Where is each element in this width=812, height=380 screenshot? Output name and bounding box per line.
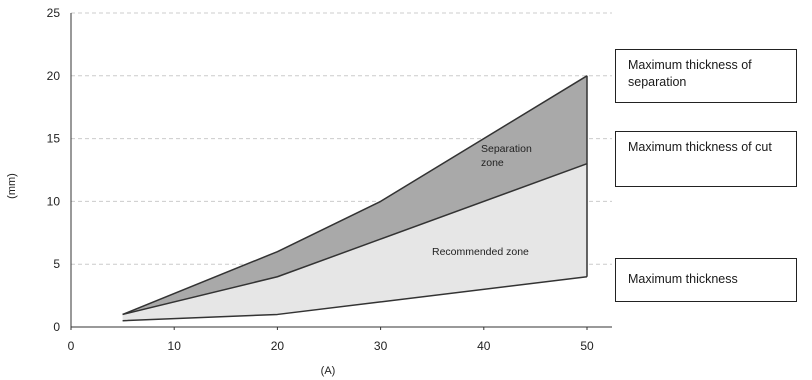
annotation-recommended-zone: Recommended zone <box>432 246 529 258</box>
axes <box>70 13 612 330</box>
x-tick-label-1: 10 <box>168 339 182 353</box>
y-tick-label-3: 15 <box>47 132 61 146</box>
y-tick-label-4: 20 <box>47 69 61 83</box>
y-tick-label-2: 10 <box>47 194 61 208</box>
areas <box>122 75 587 321</box>
series-lines <box>122 75 588 322</box>
series-line-2 <box>122 276 588 322</box>
x-axis-label: (A) <box>321 365 336 377</box>
legend-label: Maximum thickness <box>628 272 738 286</box>
y-tick-label-1: 5 <box>53 257 60 271</box>
x-tick-label-2: 20 <box>271 339 285 353</box>
tick-labels: 0 5 10 15 20 25 0 10 20 30 40 50 <box>47 6 594 353</box>
legend-max-thickness: Maximum thickness <box>615 258 797 302</box>
series-line-0 <box>122 75 588 316</box>
y-tick-label-5: 25 <box>47 6 61 20</box>
separation-zone-area <box>122 75 587 315</box>
legend-max-thickness-cut: Maximum thickness of cut <box>615 131 797 187</box>
y-axis-label: (mm) <box>6 173 18 199</box>
x-tick-label-4: 40 <box>477 339 491 353</box>
legend-label: Maximum thickness of cut <box>628 140 772 154</box>
y-tick-label-0: 0 <box>53 320 60 334</box>
x-tick-label-0: 0 <box>68 339 75 353</box>
x-tick-label-5: 50 <box>580 339 594 353</box>
annotation-separation-zone: Separation zone <box>481 143 535 169</box>
legend-max-thickness-separation: Maximum thickness of separation <box>615 49 797 103</box>
series-line-1 <box>122 163 588 316</box>
x-tick-label-3: 30 <box>374 339 388 353</box>
legend-label: Maximum thickness of separation <box>628 58 752 89</box>
recommended-zone-area <box>122 163 587 321</box>
